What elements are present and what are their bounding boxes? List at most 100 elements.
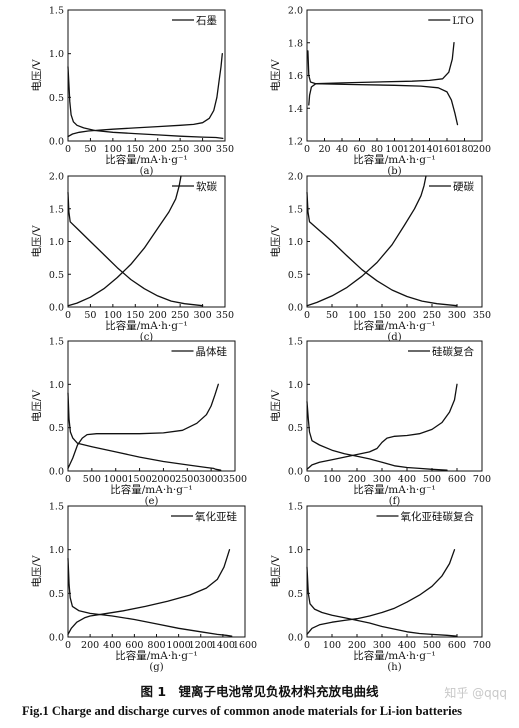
x-tick-label: 3500 bbox=[223, 474, 247, 485]
discharge-curve bbox=[67, 557, 233, 637]
discharge-curve bbox=[307, 50, 459, 126]
x-tick-label: 2500 bbox=[175, 474, 199, 485]
y-axis-label: 电压/V bbox=[30, 555, 43, 588]
y-tick-label: 1.8 bbox=[288, 38, 303, 49]
x-axis-label: 比容量/mA·h·g⁻¹ bbox=[353, 483, 436, 496]
y-tick-label: 1.0 bbox=[49, 380, 64, 391]
charge-curve bbox=[67, 383, 219, 470]
plot-frame bbox=[306, 505, 483, 638]
discharge-curve bbox=[67, 392, 222, 471]
x-tick-label: 3000 bbox=[199, 474, 223, 485]
x-tick-label: 100 bbox=[104, 310, 122, 321]
y-tick-label: 2.0 bbox=[288, 6, 303, 17]
x-tick-label: 300 bbox=[448, 310, 466, 321]
x-tick-label: 0 bbox=[304, 640, 310, 651]
x-tick-label: 0 bbox=[65, 144, 71, 155]
x-axis-label: 比容量/mA·h·g⁻¹ bbox=[353, 649, 436, 662]
x-tick-label: 100 bbox=[323, 474, 341, 485]
x-tick-label: 60 bbox=[353, 144, 365, 155]
watermark: 知乎 @qqq bbox=[444, 686, 507, 700]
x-tick-label: 600 bbox=[448, 640, 466, 651]
plot-frame bbox=[306, 9, 483, 142]
x-tick-label: 1500 bbox=[127, 474, 151, 485]
x-tick-label: 300 bbox=[373, 640, 391, 651]
x-tick-label: 2000 bbox=[151, 474, 175, 485]
x-tick-label: 1600 bbox=[233, 640, 257, 651]
x-tick-label: 500 bbox=[423, 640, 441, 651]
x-tick-label: 200 bbox=[348, 640, 366, 651]
chart-panel-5: 0 500 1000 1500 2000 2500 3000 3500 0.0 0.5 1.0 1.5… bbox=[30, 337, 247, 508]
plot-frame bbox=[306, 340, 483, 472]
y-axis-label: 电压/V bbox=[269, 225, 282, 258]
charge-curve bbox=[306, 549, 456, 636]
x-axis-label: 比容量/mA·h·g⁻¹ bbox=[105, 153, 188, 166]
y-tick-label: 2.0 bbox=[288, 172, 303, 183]
chart-panel-2: 0 20 40 60 80 100 120 140 160 180 200 1.2 1.4 1.6 1.8 2… bbox=[269, 6, 491, 178]
y-tick-label: 1.5 bbox=[288, 204, 303, 215]
y-tick-label: 0.5 bbox=[288, 423, 303, 434]
legend-label: 软碳 bbox=[196, 180, 217, 193]
x-tick-label: 0 bbox=[65, 640, 71, 651]
x-tick-label: 50 bbox=[84, 144, 96, 155]
x-tick-label: 700 bbox=[473, 474, 491, 485]
panel-label: (c) bbox=[140, 332, 154, 343]
panel-label: (d) bbox=[387, 332, 401, 343]
charge-curve bbox=[67, 175, 182, 307]
y-axis-label: 电压/V bbox=[30, 390, 43, 423]
y-tick-label: 0.0 bbox=[288, 633, 303, 644]
plot-frame bbox=[67, 340, 236, 472]
y-tick-label: 0.0 bbox=[288, 303, 303, 314]
x-axis-label: 比容量/mA·h·g⁻¹ bbox=[115, 649, 198, 662]
y-tick-label: 1.0 bbox=[49, 237, 64, 248]
x-tick-label: 40 bbox=[336, 144, 348, 155]
x-tick-label: 20 bbox=[318, 144, 330, 155]
x-tick-label: 0 bbox=[65, 310, 71, 321]
y-tick-label: 1.5 bbox=[288, 502, 303, 513]
discharge-curve bbox=[67, 66, 224, 140]
x-tick-label: 500 bbox=[83, 474, 101, 485]
y-tick-label: 2.0 bbox=[49, 172, 64, 183]
figure-caption-cn: 图 1 锂离子电池常见负极材料充放电曲线 bbox=[140, 684, 379, 699]
y-tick-label: 0.5 bbox=[288, 270, 303, 281]
chart-panel-1: 0 50 100 150 200 250 300 350 0.0 0.5 1.0 1.5 比容量/mA·… bbox=[30, 6, 234, 178]
charge-curve bbox=[67, 549, 231, 636]
x-tick-label: 400 bbox=[398, 640, 416, 651]
y-tick-label: 1.4 bbox=[288, 104, 303, 115]
y-tick-label: 0.0 bbox=[49, 303, 64, 314]
y-tick-label: 1.0 bbox=[49, 49, 64, 60]
y-tick-label: 0.0 bbox=[49, 467, 64, 478]
legend-label: 氧化亚硅 bbox=[195, 510, 237, 523]
y-axis-label: 电压/V bbox=[269, 390, 282, 423]
x-tick-label: 350 bbox=[216, 310, 234, 321]
x-tick-label: 300 bbox=[194, 144, 212, 155]
discharge-curve bbox=[67, 191, 204, 307]
x-tick-label: 200 bbox=[348, 474, 366, 485]
x-tick-label: 700 bbox=[473, 640, 491, 651]
panel-label: (e) bbox=[145, 496, 159, 507]
x-tick-label: 250 bbox=[171, 310, 189, 321]
x-tick-label: 250 bbox=[423, 310, 441, 321]
x-tick-label: 250 bbox=[171, 144, 189, 155]
x-tick-label: 200 bbox=[473, 144, 491, 155]
y-tick-label: 1.5 bbox=[49, 204, 64, 215]
x-tick-label: 500 bbox=[423, 474, 441, 485]
y-tick-label: 0.0 bbox=[49, 137, 64, 148]
x-axis-label: 比容量/mA·h·g⁻¹ bbox=[353, 153, 436, 166]
charge-curve bbox=[308, 42, 455, 106]
legend-label: LTO bbox=[452, 15, 474, 27]
x-tick-label: 100 bbox=[385, 144, 403, 155]
chart-panel-6: 0 100 200 300 400 500 600 700 0.0 0.5 1.0 1.5 比容量/mA… bbox=[269, 337, 491, 508]
x-tick-label: 200 bbox=[149, 310, 167, 321]
panel-label: (a) bbox=[140, 166, 154, 177]
x-tick-label: 120 bbox=[403, 144, 421, 155]
x-tick-label: 1400 bbox=[211, 640, 235, 651]
y-tick-label: 1.0 bbox=[288, 380, 303, 391]
y-axis-label: 电压/V bbox=[269, 555, 282, 588]
x-tick-label: 350 bbox=[216, 144, 234, 155]
y-tick-label: 1.0 bbox=[288, 237, 303, 248]
legend-label: 硬碳 bbox=[453, 180, 474, 193]
x-tick-label: 140 bbox=[420, 144, 438, 155]
y-axis-label: 电压/V bbox=[30, 225, 43, 258]
x-tick-label: 80 bbox=[371, 144, 383, 155]
